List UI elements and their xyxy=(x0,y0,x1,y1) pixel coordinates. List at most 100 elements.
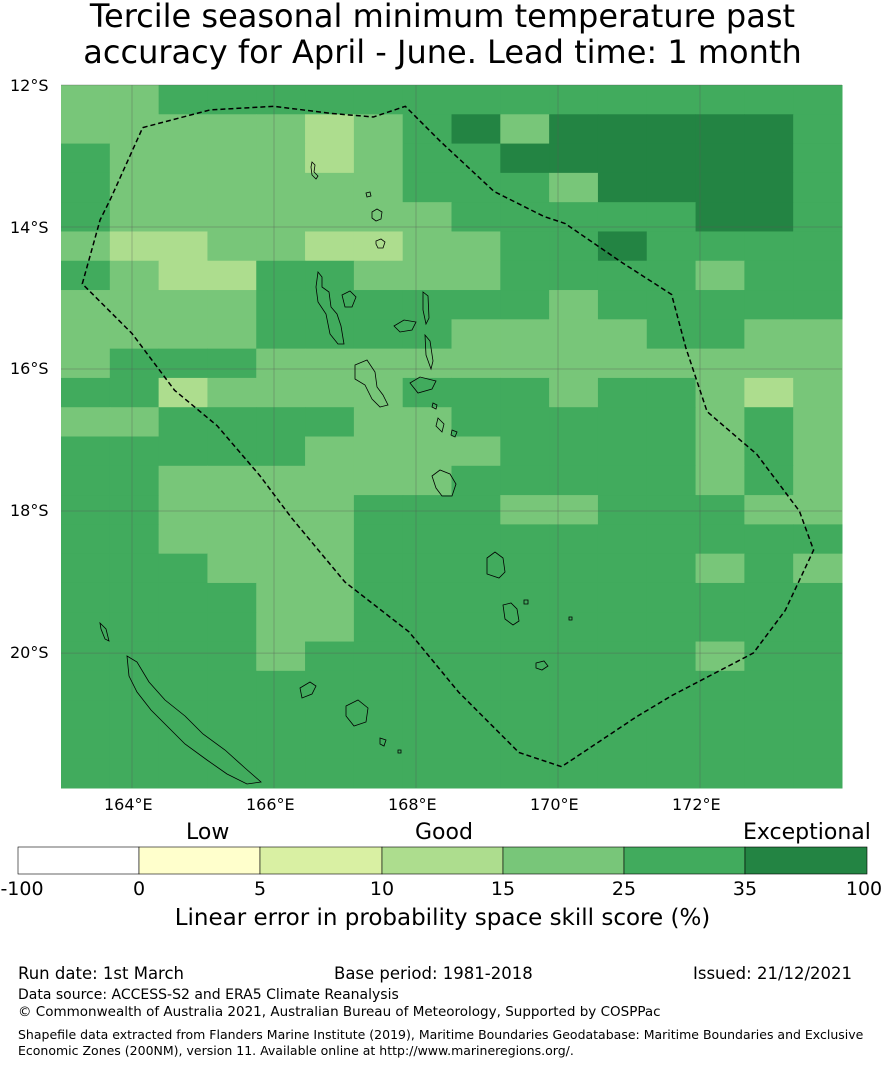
skill-cell xyxy=(61,407,111,437)
skill-cell xyxy=(500,641,550,672)
skill-cell xyxy=(549,465,599,496)
colorbar-tick: 25 xyxy=(611,878,637,900)
skill-cell xyxy=(61,612,111,643)
skill-cell xyxy=(353,290,404,320)
lon-label-170e: 170°E xyxy=(530,795,579,814)
skill-cell xyxy=(353,670,404,701)
skill-cell xyxy=(646,260,697,291)
skill-cell xyxy=(500,319,550,350)
island-ouvea xyxy=(299,681,317,699)
skill-cell xyxy=(61,231,111,262)
skill-cell xyxy=(353,231,404,262)
skill-cell xyxy=(305,758,355,789)
skill-cell xyxy=(256,85,306,115)
skill-cell xyxy=(402,319,452,350)
skill-cell xyxy=(451,260,501,291)
skill-cell xyxy=(451,495,501,525)
skill-cell xyxy=(402,202,452,232)
skill-cell xyxy=(158,729,208,760)
skill-cell xyxy=(109,641,160,672)
skill-cell xyxy=(158,172,208,203)
skill-cell xyxy=(695,172,745,203)
chart-title-line-1: Tercile seasonal minimum temperature pas… xyxy=(89,0,796,35)
skill-cell xyxy=(744,582,794,613)
skill-cell xyxy=(353,758,404,789)
skill-cell xyxy=(793,348,843,379)
colorbar-tick: 5 xyxy=(253,878,267,900)
skill-cell xyxy=(207,582,257,613)
skill-cell xyxy=(402,612,452,643)
skill-cell xyxy=(353,407,404,437)
skill-cell xyxy=(256,524,306,555)
skill-cell xyxy=(353,641,404,672)
skill-cell xyxy=(207,172,257,203)
skill-cell xyxy=(597,612,648,643)
skill-cell xyxy=(793,172,843,203)
skill-cell xyxy=(451,407,501,437)
skill-cell xyxy=(500,524,550,555)
skill-cell xyxy=(305,260,355,291)
colorbar-segment xyxy=(259,846,383,875)
skill-cell xyxy=(109,85,160,115)
colorbar-segment xyxy=(502,846,625,875)
skill-cell xyxy=(451,377,501,408)
skill-cell xyxy=(695,524,745,555)
island-belep xyxy=(99,621,110,642)
skill-cell xyxy=(695,231,745,262)
skill-cell xyxy=(646,231,697,262)
skill-cell xyxy=(353,436,404,467)
skill-cell xyxy=(597,348,648,379)
skill-cell xyxy=(744,143,794,174)
island-futuna xyxy=(568,616,573,621)
skill-cell xyxy=(793,729,843,760)
skill-cell xyxy=(744,348,794,379)
skill-cell xyxy=(744,114,794,145)
skill-cell xyxy=(793,670,843,701)
skill-cell xyxy=(256,114,306,145)
island-torres xyxy=(310,161,319,180)
skill-cell xyxy=(158,524,208,555)
skill-cell xyxy=(695,758,745,789)
skill-cell xyxy=(451,172,501,203)
skill-cell xyxy=(402,172,452,203)
skill-cell xyxy=(597,231,648,262)
lon-label-172e: 172°E xyxy=(672,795,721,814)
skill-cell xyxy=(549,524,599,555)
skill-cell xyxy=(353,524,404,555)
skill-cell xyxy=(597,202,648,232)
skill-cell xyxy=(61,582,111,613)
skill-cell xyxy=(744,231,794,262)
skill-cell xyxy=(549,172,599,203)
skill-cell xyxy=(549,231,599,262)
island-banks-3 xyxy=(375,238,386,249)
skill-cell xyxy=(793,465,843,496)
island-aniwa xyxy=(523,599,529,605)
skill-cell xyxy=(109,670,160,701)
skill-cell xyxy=(695,319,745,350)
skill-cell xyxy=(158,290,208,320)
skill-cell xyxy=(207,641,257,672)
skill-cell xyxy=(451,670,501,701)
island-ambae xyxy=(393,319,417,333)
skill-cell xyxy=(451,290,501,320)
skill-cell xyxy=(646,700,697,730)
skill-cell xyxy=(158,641,208,672)
skill-cell xyxy=(353,729,404,760)
skill-cell xyxy=(451,553,501,584)
skill-cell xyxy=(500,260,550,291)
island-efate xyxy=(431,469,457,497)
skill-cell xyxy=(549,202,599,232)
skill-cell xyxy=(402,641,452,672)
skill-cell xyxy=(109,319,160,350)
skill-cell xyxy=(109,172,160,203)
skill-cell xyxy=(549,290,599,320)
skill-cell xyxy=(158,553,208,584)
skill-cell xyxy=(646,377,697,408)
skill-cell xyxy=(158,758,208,789)
skill-cell xyxy=(500,407,550,437)
skill-cell xyxy=(793,641,843,672)
skill-cell xyxy=(793,290,843,320)
skill-cell xyxy=(61,495,111,525)
skill-cell xyxy=(549,407,599,437)
copyright: © Commonwealth of Australia 2021, Austra… xyxy=(18,1004,661,1020)
